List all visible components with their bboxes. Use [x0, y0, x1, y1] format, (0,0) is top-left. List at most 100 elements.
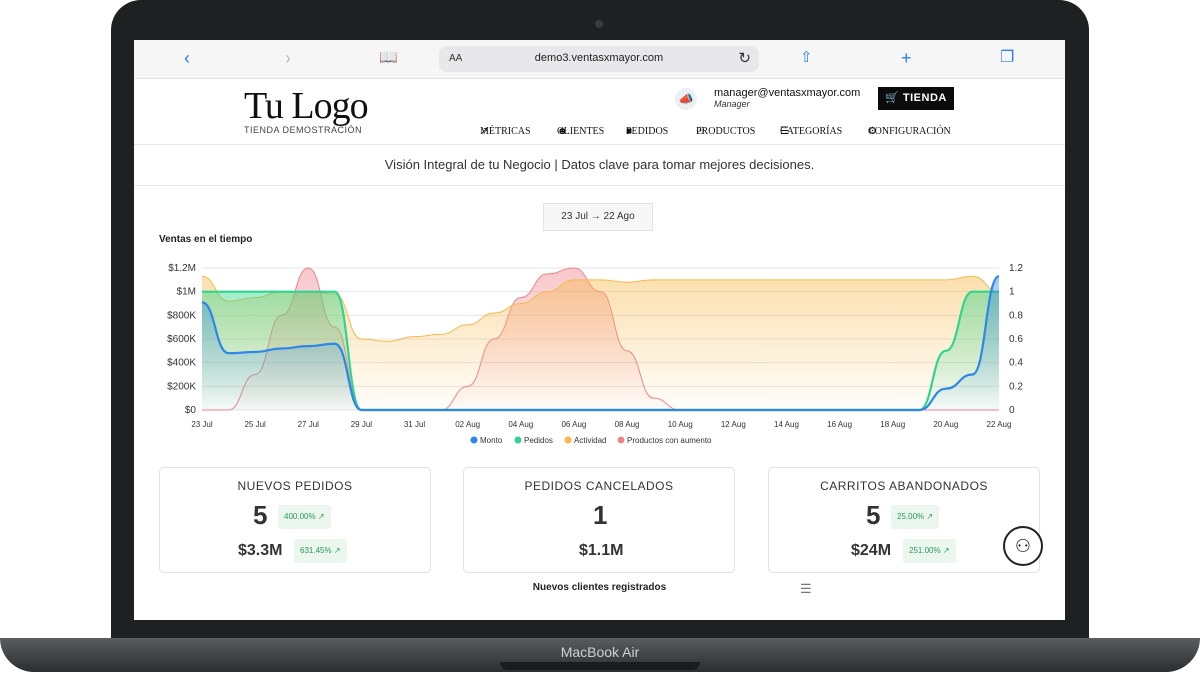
trend-up-icon: ↗ — [942, 546, 950, 555]
x-tick-label: 23 Jul — [191, 420, 213, 429]
count-change-value: 25.00% — [897, 512, 925, 521]
tagline-divider — [134, 185, 1065, 186]
card-amount: $24M — [851, 542, 892, 559]
x-tick-label: 02 Aug — [455, 420, 480, 429]
chart-title: Ventas en el tiempo — [159, 234, 253, 245]
logo-subtitle: TIENDA DEMOSTRACIÓN — [244, 125, 363, 135]
new-clients-title: Nuevos clientes registrados — [532, 582, 667, 593]
tabs-icon[interactable]: ❐ — [1000, 49, 1015, 66]
legend-label: Actividad — [574, 436, 606, 445]
y-left-tick-label: $1.2M — [168, 263, 196, 274]
reload-icon[interactable]: ↻ — [738, 50, 751, 67]
legend-marker — [470, 436, 478, 444]
camera-dot — [595, 20, 603, 28]
address-bar[interactable]: AA demo3.ventasxmayor.com ↻ — [439, 46, 759, 72]
series-area — [202, 276, 999, 410]
amount-change-badge: 631.45% ↗ — [294, 539, 347, 563]
trend-up-icon: ↗ — [926, 512, 934, 521]
card-count: 5 — [866, 500, 881, 530]
laptop-notch — [500, 662, 700, 670]
amount-change-value: 251.00% — [909, 546, 941, 555]
legend-label: Monto — [480, 436, 503, 445]
x-tick-label: 29 Jul — [351, 420, 373, 429]
store-button-label: TIENDA — [902, 92, 947, 104]
amount-change-value: 631.45% — [300, 546, 332, 555]
count-change-badge: 25.00% ↗ — [891, 505, 940, 529]
megaphone-icon[interactable]: 📣 — [675, 88, 697, 110]
basket-icon: 🛒 — [885, 92, 900, 104]
laptop-brand: MacBook Air — [560, 644, 640, 660]
x-tick-label: 14 Aug — [774, 420, 799, 429]
card-nuevos-pedidos: NUEVOS PEDIDOS 5 400.00% ↗ $3.3M 631.45%… — [159, 467, 431, 573]
x-tick-label: 31 Jul — [404, 420, 426, 429]
card-count: 1 — [593, 500, 608, 530]
series-line — [201, 275, 1000, 412]
nav-productos-label: PRODUCTOS — [696, 126, 756, 137]
card-pedidos-cancelados: PEDIDOS CANCELADOS 1 $1.1M — [463, 467, 735, 573]
logo-main[interactable]: Tu Logo — [244, 85, 369, 127]
legend-marker — [617, 436, 625, 444]
nav-pedidos-label: PEDIDOS — [626, 126, 669, 137]
nav-metricas-label: MÉTRICAS — [480, 126, 531, 137]
x-tick-label: 18 Aug — [880, 420, 905, 429]
sales-chart: $0 $200K $400K $600K $800K $1M $1.2M 0 0.2 0.4 0.6… — [167, 263, 1023, 445]
x-tick-label: 12 Aug — [721, 420, 746, 429]
screen: ‹ › 📖 AA demo3.ventasxmayor.com ↻ ⇧ + ❐ … — [134, 40, 1065, 620]
y-left-tick-label: $0 — [185, 405, 197, 416]
url-text: demo3.ventasxmayor.com — [534, 52, 664, 64]
count-change-value: 400.00% — [284, 512, 316, 521]
plus-icon[interactable]: + — [901, 48, 912, 68]
browser-toolbar: ‹ › 📖 AA demo3.ventasxmayor.com ↻ ⇧ + ❐ — [134, 40, 1065, 79]
y-right-tick-label: 0.2 — [1009, 381, 1023, 392]
tagline: Visión Integral de tu Negocio | Datos cl… — [384, 157, 815, 172]
store-button[interactable]: 🛒 TIENDA — [878, 87, 954, 110]
y-right-tick-label: 0.8 — [1009, 310, 1023, 321]
book-icon[interactable]: 📖 — [379, 49, 398, 66]
chevron-left-icon[interactable]: ‹ — [184, 48, 190, 68]
nav-categorias-label: CATEGORÍAS — [780, 126, 843, 137]
series-area — [202, 276, 999, 410]
legend-label: Productos con aumento — [627, 436, 712, 445]
y-left-tick-label: $1M — [177, 287, 196, 298]
y-right-tick-label: 1 — [1009, 287, 1015, 298]
x-tick-label: 10 Aug — [668, 420, 693, 429]
support-agent-icon[interactable]: ⚇ — [1003, 526, 1043, 566]
card-amount: $3.3M — [238, 542, 283, 559]
hamburger-icon[interactable]: ☰ — [800, 581, 812, 596]
card-count: 5 — [253, 500, 268, 530]
y-right-tick-label: 0.4 — [1009, 358, 1023, 369]
x-tick-label: 16 Aug — [827, 420, 852, 429]
header-divider — [134, 144, 1065, 145]
user-email[interactable]: manager@ventasxmayor.com — [714, 87, 861, 99]
tag-icon: ☉ — [696, 126, 705, 137]
trend-up-icon: ↗ — [333, 546, 341, 555]
x-tick-label: 25 Jul — [244, 420, 266, 429]
gears-icon: ⚙ — [868, 126, 877, 137]
amount-change-badge: 251.00% ↗ — [903, 539, 956, 563]
nav-clientes-label: CLIENTES — [557, 126, 605, 137]
chevron-right-icon[interactable]: › — [285, 48, 291, 68]
card-carritos-abandonados: CARRITOS ABANDONADOS 5 25.00% ↗ $24M 251… — [768, 467, 1040, 573]
count-change-badge: 400.00% ↗ — [278, 505, 331, 529]
trend-up-icon: ↗ — [317, 512, 325, 521]
legend-marker — [564, 436, 572, 444]
box-icon: ■ — [626, 126, 633, 137]
share-icon[interactable]: ⇧ — [800, 49, 813, 66]
x-tick-label: 27 Jul — [298, 420, 320, 429]
y-left-tick-label: $400K — [167, 358, 196, 369]
x-tick-label: 20 Aug — [933, 420, 958, 429]
y-left-tick-label: $800K — [167, 310, 196, 321]
legend-label: Pedidos — [524, 436, 553, 445]
card-title: CARRITOS ABANDONADOS — [820, 479, 988, 493]
x-tick-label: 06 Aug — [561, 420, 586, 429]
nav-configuracion-label: CONFIGURACIÓN — [868, 126, 951, 137]
list-icon: ☰ — [780, 126, 789, 137]
date-range-button[interactable]: 23 Jul → 22 Ago — [543, 203, 653, 231]
y-right-tick-label: 0 — [1009, 405, 1015, 416]
x-tick-label: 22 Aug — [987, 420, 1012, 429]
text-size-button[interactable]: AA — [449, 53, 463, 64]
card-amount: $1.1M — [579, 542, 624, 559]
y-right-tick-label: 0.6 — [1009, 334, 1023, 345]
card-title: NUEVOS PEDIDOS — [237, 479, 353, 493]
x-tick-label: 08 Aug — [615, 420, 640, 429]
